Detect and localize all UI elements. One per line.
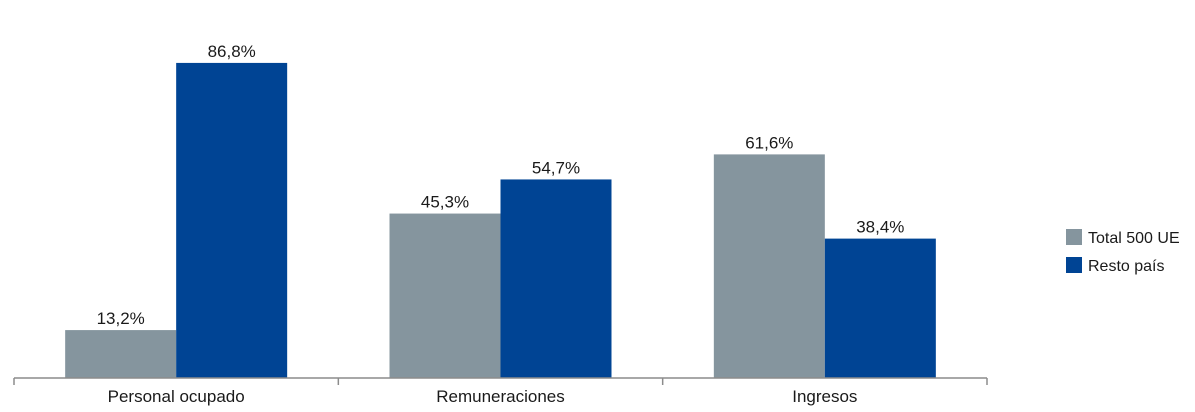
data-label: 13,2% bbox=[97, 309, 145, 328]
bar-total-500-ue-3 bbox=[713, 154, 825, 378]
bar-resto-pais-1 bbox=[176, 62, 288, 378]
data-label: 61,6% bbox=[745, 133, 793, 152]
legend-label: Resto país bbox=[1088, 258, 1164, 275]
legend: Total 500 UE Resto país bbox=[1066, 229, 1180, 275]
x-axis bbox=[13, 377, 988, 385]
legend-label: Total 500 UE bbox=[1088, 230, 1180, 247]
bar-total-500-ue-2 bbox=[389, 213, 501, 378]
x-tick-label: Remuneraciones bbox=[436, 387, 565, 406]
x-axis-labels: Personal ocupado Remuneraciones Ingresos bbox=[108, 387, 858, 406]
data-label: 54,7% bbox=[532, 158, 580, 177]
legend-swatch-resto-pais bbox=[1066, 257, 1082, 273]
bar-total-500-ue-1 bbox=[65, 330, 177, 378]
x-tick-label: Personal ocupado bbox=[108, 387, 245, 406]
bar-resto-pais-3 bbox=[824, 238, 936, 378]
data-label: 38,4% bbox=[856, 218, 904, 237]
legend-swatch-total-500-ue bbox=[1066, 229, 1082, 245]
x-tick-label: Ingresos bbox=[792, 387, 857, 406]
data-label: 86,8% bbox=[208, 42, 256, 61]
bar-resto-pais-2 bbox=[500, 179, 612, 378]
value-labels-layer: 13,2% 86,8% 45,3% 54,7% 61,6% 38,4% bbox=[97, 42, 905, 328]
bars-layer bbox=[65, 62, 936, 378]
data-label: 45,3% bbox=[421, 193, 469, 212]
